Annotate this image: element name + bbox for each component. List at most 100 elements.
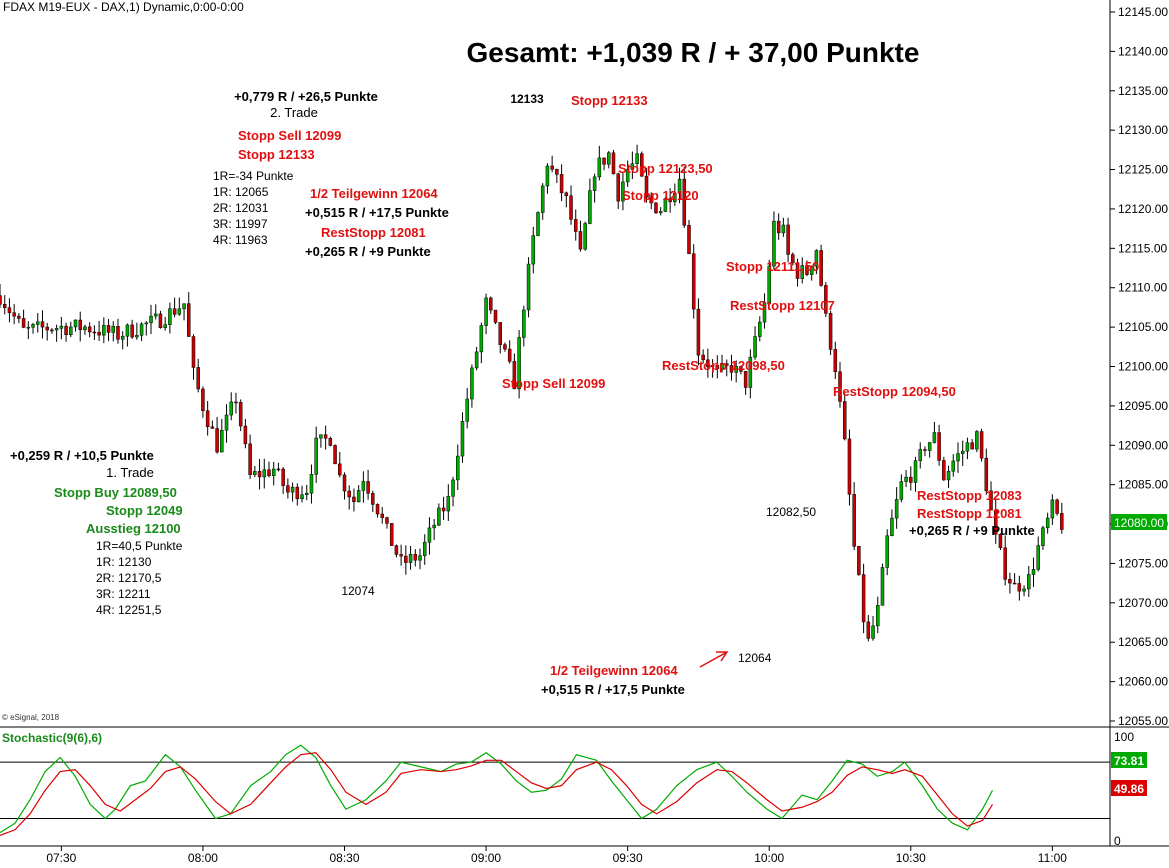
candle-body bbox=[1050, 499, 1055, 519]
candle-body bbox=[484, 297, 488, 326]
candle-body bbox=[857, 546, 861, 575]
stoch-tick-0: 0 bbox=[1114, 834, 1121, 848]
stoch-line bbox=[0, 744, 994, 834]
candle-body bbox=[658, 211, 663, 214]
candle-body bbox=[550, 165, 554, 170]
candle-body bbox=[564, 192, 569, 197]
candle-body bbox=[654, 202, 658, 214]
candle-body bbox=[2, 304, 7, 308]
candle-body bbox=[993, 509, 998, 535]
candle-body bbox=[59, 325, 64, 329]
candle-body bbox=[739, 366, 743, 372]
candle-body bbox=[592, 176, 597, 191]
candle-body bbox=[0, 295, 2, 305]
time-tick-label: 09:00 bbox=[471, 851, 501, 865]
candle-body bbox=[866, 621, 871, 639]
candle-body bbox=[64, 325, 68, 336]
price-tick-label: 12145.00 bbox=[1118, 5, 1168, 19]
reststopp-12094: RestStopp 12094,50 bbox=[833, 384, 956, 399]
candle-body bbox=[833, 349, 838, 372]
candle-body bbox=[12, 312, 16, 317]
reststopp-12098: RestStopp 12098,50 bbox=[662, 358, 785, 373]
candle-body bbox=[1045, 517, 1050, 529]
candle-body bbox=[979, 431, 984, 459]
candle-body bbox=[640, 153, 644, 177]
candle-body bbox=[621, 181, 625, 202]
stoch-k-badge bbox=[1111, 752, 1147, 768]
candle-body bbox=[253, 471, 257, 475]
candle-body bbox=[441, 507, 446, 512]
candle-body bbox=[97, 332, 101, 336]
risk1-line-0: 1R=40,5 Punkte bbox=[96, 539, 183, 553]
candle-body bbox=[328, 438, 333, 446]
stopp-sell-a: Stopp Sell 12099 bbox=[238, 128, 341, 143]
trade2-result: +0,779 R / +26,5 Punkte bbox=[234, 89, 378, 104]
candle-body bbox=[894, 499, 899, 519]
candle-body bbox=[418, 555, 422, 561]
candle-body bbox=[168, 308, 172, 325]
candle-body bbox=[479, 325, 484, 353]
candle-body bbox=[149, 315, 153, 324]
candle-body bbox=[276, 468, 281, 471]
candle-body bbox=[248, 443, 252, 475]
candle-body bbox=[371, 493, 375, 505]
candle-body bbox=[87, 326, 92, 333]
candle-body bbox=[522, 309, 526, 338]
risk2-line-4: 4R: 11963 bbox=[213, 233, 268, 247]
candle-body bbox=[555, 169, 559, 175]
candle-body bbox=[408, 554, 413, 563]
candle-body bbox=[852, 494, 856, 547]
candle-body bbox=[309, 474, 314, 494]
candle-body bbox=[234, 401, 238, 404]
candle-body bbox=[715, 365, 720, 370]
price-tick-label: 12125.00 bbox=[1118, 163, 1168, 177]
candle-body bbox=[531, 235, 536, 265]
candle-body bbox=[800, 265, 805, 279]
candle-body bbox=[187, 303, 191, 337]
time-tick-label: 11:00 bbox=[1038, 851, 1067, 865]
candle-body bbox=[83, 326, 87, 331]
candle-body bbox=[432, 524, 436, 529]
candle-body bbox=[1003, 547, 1007, 580]
candle-body bbox=[890, 517, 894, 536]
candle-body bbox=[323, 434, 328, 439]
teilgewinn-a: 1/2 Teilgewinn 12064 bbox=[310, 186, 438, 201]
risk1-line-1: 1R: 12130 bbox=[96, 555, 152, 569]
candle-body bbox=[578, 231, 583, 250]
stopp-12123: Stopp 12123,50 bbox=[618, 161, 713, 176]
candle-body bbox=[965, 442, 970, 452]
candle-body bbox=[588, 190, 592, 224]
candle-body bbox=[649, 196, 653, 204]
candle-body bbox=[220, 429, 224, 453]
label-12074: 12074 bbox=[341, 584, 375, 598]
price-tick-label: 12140.00 bbox=[1118, 44, 1168, 58]
candle-body bbox=[314, 437, 318, 475]
candle-body bbox=[1008, 579, 1012, 584]
stopp-sell-b: Stopp Sell 12099 bbox=[502, 376, 605, 391]
candle-body bbox=[54, 328, 59, 331]
candle-body bbox=[144, 322, 149, 325]
candle-body bbox=[970, 442, 974, 450]
candle-body bbox=[40, 321, 45, 328]
label-12082: 12082,50 bbox=[766, 505, 816, 519]
price-tick-label: 12075.00 bbox=[1118, 556, 1168, 570]
candle-body bbox=[271, 468, 276, 476]
candle-body bbox=[871, 625, 875, 639]
current-price-badge bbox=[1111, 514, 1167, 530]
stopp-12133-a: Stopp 12133 bbox=[238, 147, 315, 162]
stopp-buy: Stopp Buy 12089,50 bbox=[54, 485, 177, 500]
candle-body bbox=[7, 307, 12, 313]
candle-body bbox=[281, 468, 285, 486]
stoch-d-badge bbox=[1111, 780, 1147, 796]
candle-body bbox=[540, 185, 545, 213]
candle-body bbox=[130, 324, 134, 338]
rest-b: +0,265 R / +9 Punkte bbox=[909, 523, 1035, 538]
candle-body bbox=[743, 371, 748, 388]
stochastic-title: Stochastic(9(6),6) bbox=[2, 731, 102, 745]
candle-body bbox=[201, 388, 205, 411]
candle-body bbox=[847, 438, 852, 495]
headline: Gesamt: +1,039 R / + 37,00 Punkte bbox=[467, 37, 920, 68]
risk2-line-2: 2R: 12031 bbox=[213, 201, 269, 215]
candle-body bbox=[960, 450, 965, 454]
reststopp-a: RestStopp 12081 bbox=[321, 225, 426, 240]
